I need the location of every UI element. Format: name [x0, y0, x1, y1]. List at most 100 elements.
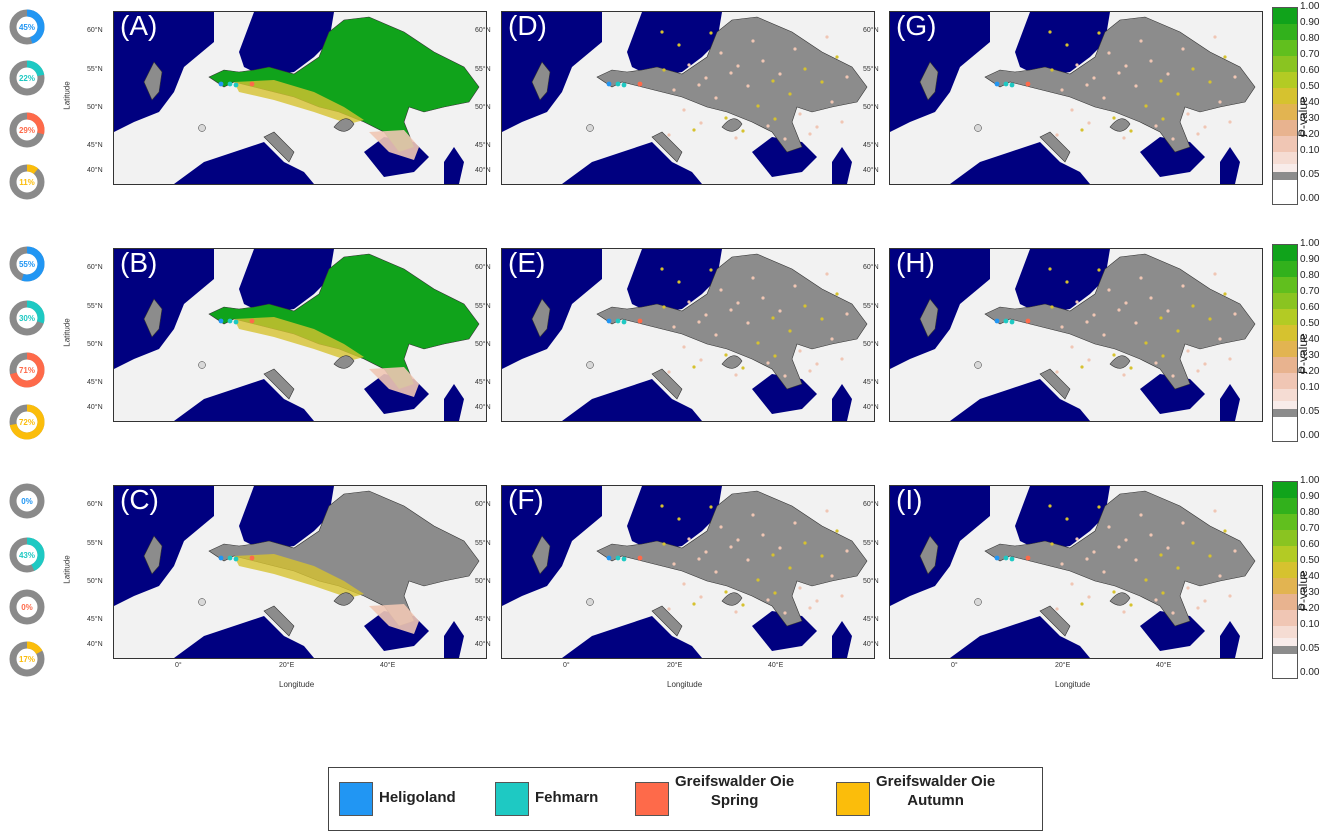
pvalue-speckle	[1060, 562, 1064, 566]
pvalue-speckle	[662, 305, 666, 309]
pvalue-speckle	[1149, 296, 1153, 300]
colorbar-tick-label: 0.30	[1300, 113, 1320, 124]
pvalue-speckle	[1048, 30, 1052, 34]
pvalue-speckle	[1186, 112, 1190, 116]
land-feature	[1039, 368, 1071, 400]
pvalue-speckle	[1196, 132, 1200, 136]
sea-area	[444, 621, 464, 658]
station-marker	[233, 556, 239, 562]
sea-area	[1015, 249, 1110, 314]
station-marker	[1009, 319, 1015, 325]
donut-arc	[9, 300, 45, 336]
donut-label: 43%	[19, 551, 35, 560]
pvalue-speckle	[1085, 320, 1089, 324]
pvalue-speckle	[1139, 39, 1143, 43]
lat-tick-label: 40°N	[87, 167, 103, 174]
pvalue-speckle	[1228, 594, 1232, 598]
pvalue-speckle	[1181, 521, 1185, 525]
pvalue-speckle	[1097, 31, 1101, 35]
lat-tick-label: 55°N	[863, 66, 879, 73]
y-axis-label: Latitude	[62, 318, 72, 347]
donut-label: 72%	[19, 418, 35, 427]
donut-arc	[9, 164, 45, 200]
sea-area	[224, 631, 264, 656]
donut-svg: 22%	[9, 60, 45, 96]
pvalue-speckle	[667, 133, 671, 137]
colorbar-segment	[1273, 40, 1297, 56]
pvalue-speckle	[1102, 570, 1106, 574]
donut-label: 11%	[19, 178, 35, 187]
station-marker	[1025, 81, 1031, 87]
colorbar-tick-label: 0.40	[1300, 97, 1320, 108]
colorbar	[1272, 7, 1298, 205]
land-feature	[143, 61, 163, 101]
colorbar-segment	[1273, 373, 1297, 389]
colorbar-segment	[1273, 530, 1297, 546]
pvalue-speckle	[783, 374, 787, 378]
pvalue-speckle	[1203, 599, 1207, 603]
colorbar-tick-label: 0.70	[1300, 523, 1320, 534]
colorbar-tick-label: 0.30	[1300, 350, 1320, 361]
pvalue-speckle	[1075, 63, 1079, 67]
lat-tick-label: 50°N	[475, 578, 491, 585]
pvalue-speckle	[1213, 509, 1217, 513]
suitability-band	[369, 367, 419, 397]
pvalue-speckle	[788, 92, 792, 96]
donut-chart: 0%	[9, 589, 45, 625]
colorbar-segment	[1273, 578, 1297, 594]
colorbar	[1272, 244, 1298, 442]
station-marker	[227, 318, 233, 324]
pvalue-speckle	[1233, 75, 1237, 79]
sea-area	[1015, 12, 1110, 77]
donut-arc	[9, 112, 45, 148]
pvalue-speckle	[672, 88, 676, 92]
colorbar-segment	[1273, 498, 1297, 514]
sea-area	[239, 249, 334, 314]
pvalue-speckle	[1223, 55, 1227, 59]
map-panel: (E)	[501, 248, 875, 422]
pvalue-speckle	[1191, 304, 1195, 308]
pvalue-speckle	[1161, 354, 1165, 358]
pvalue-speckle	[1070, 345, 1074, 349]
colorbar-tick-label: 0.50	[1300, 555, 1320, 566]
colorbar-segment	[1273, 401, 1297, 409]
station-marker	[615, 555, 621, 561]
station-marker	[637, 555, 643, 561]
pvalue-speckle	[734, 136, 738, 140]
pvalue-speckle	[741, 366, 745, 370]
pvalue-speckle	[692, 602, 696, 606]
land-feature	[531, 535, 551, 575]
pvalue-speckle	[1218, 100, 1222, 104]
lat-tick-label: 45°N	[87, 142, 103, 149]
donut-label: 55%	[19, 260, 35, 269]
land-feature	[651, 605, 683, 637]
pvalue-speckle	[660, 504, 664, 508]
pvalue-speckle	[761, 59, 765, 63]
sea-area	[1220, 147, 1240, 184]
colorbar-segment	[1273, 562, 1297, 578]
pvalue-speckle	[1085, 83, 1089, 87]
pvalue-speckle	[1228, 357, 1232, 361]
pvalue-speckle	[697, 320, 701, 324]
legend-label: Greifswalder Oie Spring	[675, 773, 795, 809]
pvalue-speckle	[1159, 316, 1163, 320]
map-svg	[502, 486, 874, 658]
lat-tick-label: 45°N	[87, 379, 103, 386]
lat-tick-label: 50°N	[87, 341, 103, 348]
pvalue-speckle	[751, 513, 755, 517]
colorbar-tick-label: 0.80	[1300, 33, 1320, 44]
donut-chart: 55%	[9, 246, 45, 282]
pvalue-speckle	[682, 345, 686, 349]
lat-tick-label: 45°N	[475, 379, 491, 386]
colorbar-segment	[1273, 626, 1297, 638]
colorbar-tick-label: 0.30	[1300, 587, 1320, 598]
pvalue-speckle	[1055, 370, 1059, 374]
lat-tick-label: 55°N	[87, 303, 103, 310]
sea-area	[832, 147, 852, 184]
legend-swatch	[635, 782, 669, 816]
pvalue-speckle	[1087, 358, 1091, 362]
colorbar-tick-label: 0.50	[1300, 318, 1320, 329]
pvalue-speckle	[667, 370, 671, 374]
pvalue-speckle	[820, 554, 824, 558]
donut-svg: 11%	[9, 164, 45, 200]
